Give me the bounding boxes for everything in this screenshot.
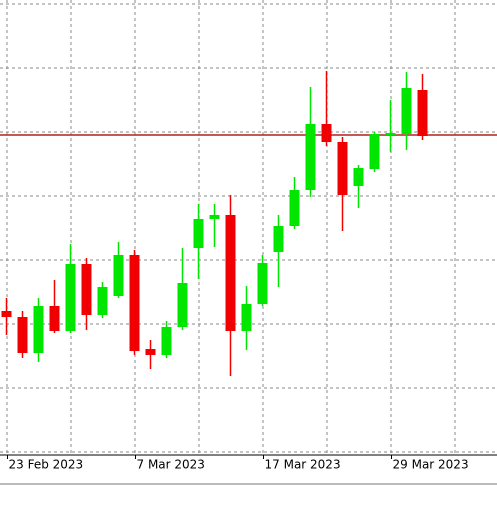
candle-body (49, 306, 60, 331)
candle-body (177, 283, 188, 327)
grid (0, 0, 497, 455)
candle-body (129, 255, 140, 351)
candle-body (161, 327, 172, 355)
candle-body (33, 306, 44, 353)
candle-body (145, 349, 156, 355)
candle-body (337, 142, 348, 195)
candle-body (385, 133, 396, 135)
candle-body (321, 124, 332, 142)
candle-body (401, 88, 412, 134)
x-tick-label: 17 Mar 2023 (265, 458, 341, 472)
candle-body (209, 215, 220, 219)
candle-body (369, 134, 380, 169)
candle-body (225, 215, 236, 331)
candle-body (81, 264, 92, 315)
candle-body (305, 124, 316, 190)
candle-body (65, 264, 76, 331)
candle-body (273, 226, 284, 252)
x-tick-label: 23 Feb 2023 (9, 458, 84, 472)
candle-body (257, 263, 268, 304)
candle-body (241, 304, 252, 331)
candle-body (97, 287, 108, 315)
candle-body (1, 311, 12, 317)
candle-body (417, 90, 428, 136)
x-tick-label: 7 Mar 2023 (137, 458, 205, 472)
candle-body (113, 255, 124, 296)
candle-body (17, 317, 28, 353)
x-tick-label: 29 Mar 2023 (393, 458, 469, 472)
candle-body (353, 168, 364, 186)
candle-body (193, 219, 204, 248)
candle-body (289, 190, 300, 226)
